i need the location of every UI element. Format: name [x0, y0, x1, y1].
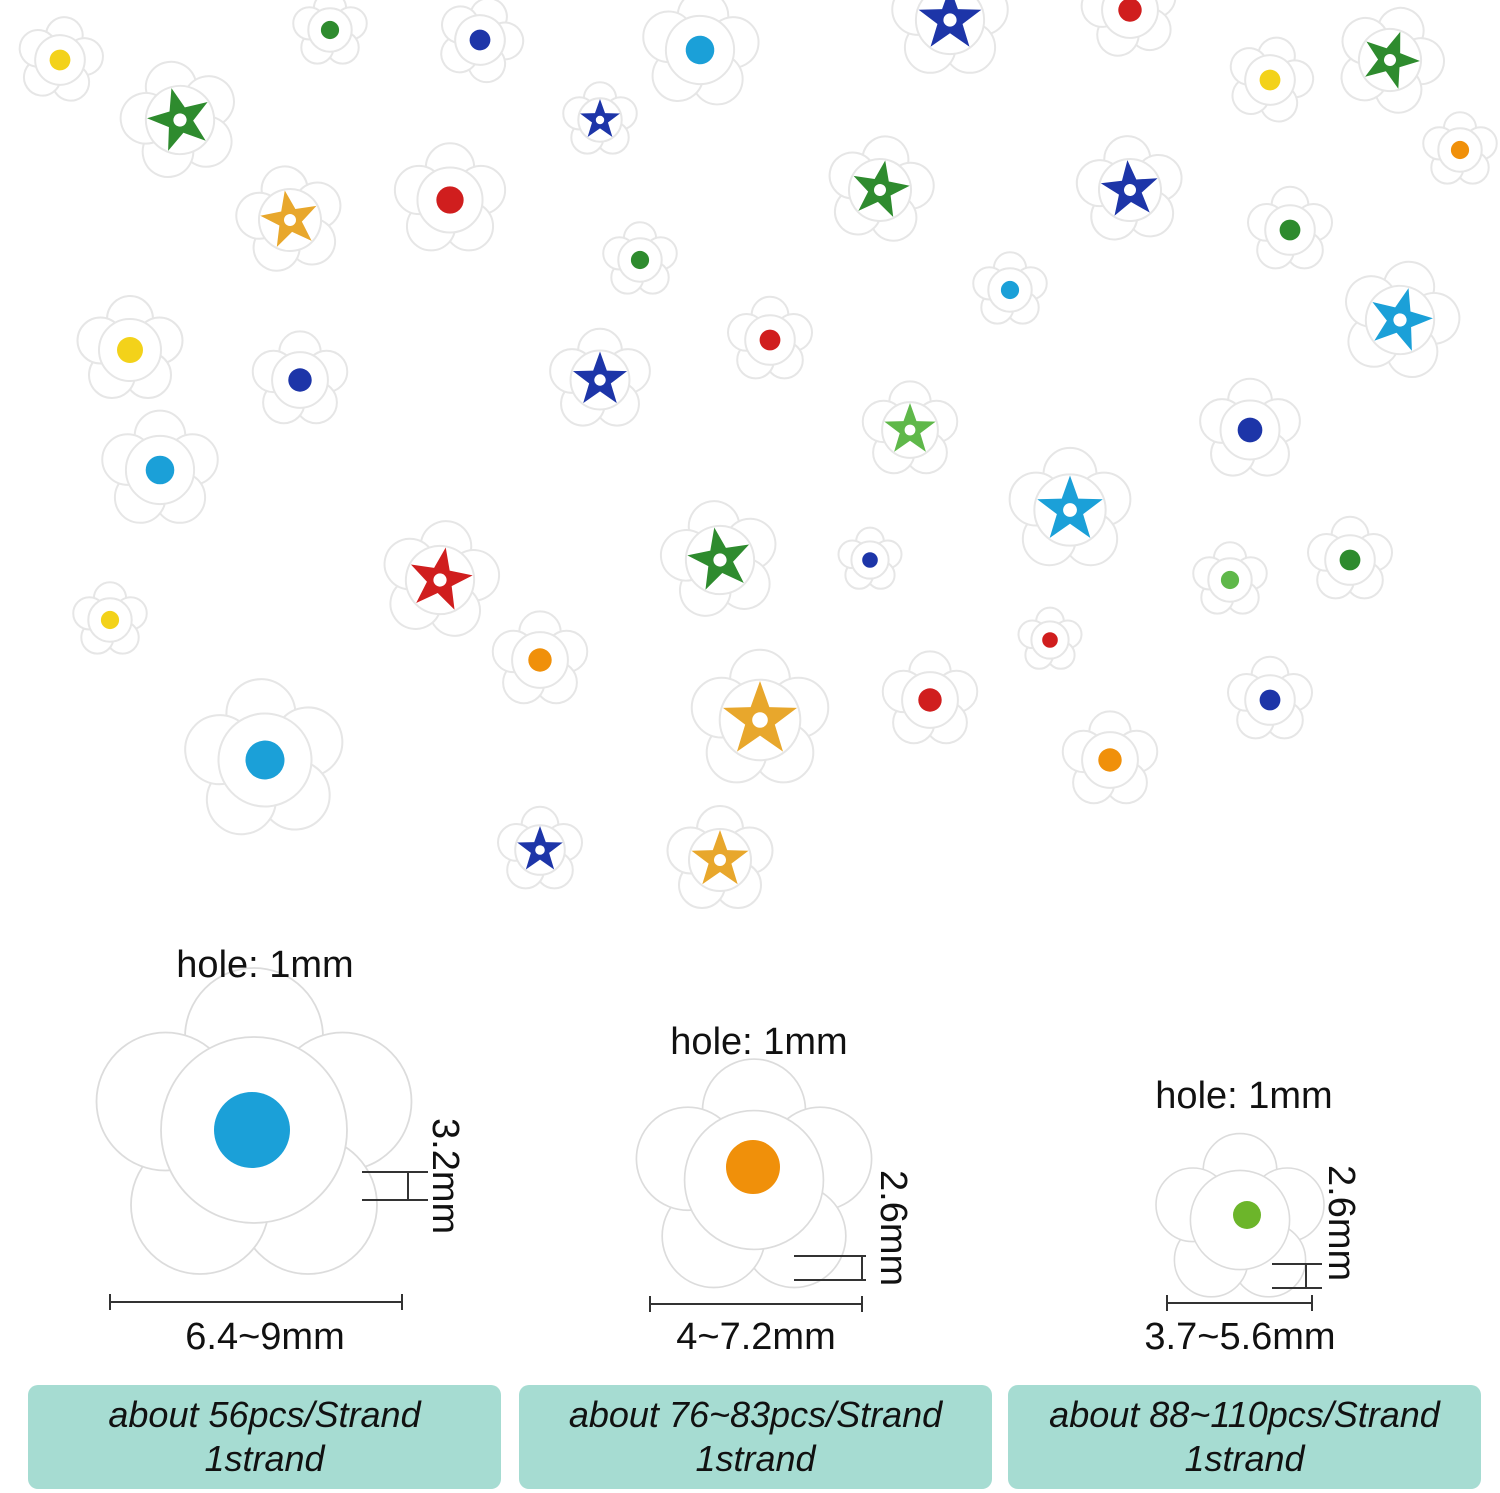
bead-5 [638, 0, 763, 108]
bead-32 [839, 528, 902, 589]
bead-11 [229, 158, 350, 277]
bead-34 [179, 672, 349, 838]
hole-label-1: hole: 1mm [176, 944, 354, 986]
bead-38 [1063, 711, 1158, 803]
strand-count-2: 1strand [695, 1438, 816, 1479]
width-dimension-line-2 [649, 1296, 863, 1312]
hole-label-3: hole: 1mm [1155, 1075, 1333, 1117]
bead-40 [498, 807, 582, 889]
bead-center-small [1233, 1201, 1261, 1229]
bead-10 [1423, 112, 1497, 183]
bead-30 [1308, 517, 1392, 599]
bead-27 [374, 511, 507, 642]
bead-25 [1200, 379, 1300, 476]
quantity-panel-3: about 88~110pcs/Strand 1strand [1008, 1385, 1481, 1489]
bead-6 [892, 0, 1008, 73]
bead-4 [427, 0, 534, 90]
thickness-label-2: 2.6mm [872, 1170, 914, 1287]
bead-2 [109, 48, 250, 186]
bead-17 [1248, 187, 1332, 269]
bead-12 [395, 143, 505, 250]
quantity-per-strand-3: about 88~110pcs/Strand [1049, 1394, 1440, 1435]
quantity-per-strand-1: about 56pcs/Strand [108, 1394, 421, 1435]
thickness-label-3: 2.6mm [1320, 1165, 1362, 1282]
bead-14 [603, 222, 677, 293]
bead-13 [563, 82, 637, 153]
width-label-3: 3.7~5.6mm [1144, 1316, 1336, 1358]
bead-pile-photo [0, 0, 1500, 950]
bead-29 [1010, 448, 1131, 565]
width-dimension-line-1 [109, 1294, 403, 1310]
quantity-panel-1: about 56pcs/Strand 1strand [28, 1385, 501, 1489]
bead-41 [668, 806, 773, 908]
width-dimension-line-3 [1166, 1295, 1313, 1311]
hole-label-2: hole: 1mm [670, 1021, 848, 1063]
bead-19 [78, 296, 183, 398]
bead-37 [883, 651, 978, 743]
bead-35 [493, 611, 588, 703]
size-diagram [0, 940, 1500, 1380]
bead-center-large [214, 1092, 290, 1168]
quantity-panel-2: about 76~83pcs/Strand 1strand [519, 1385, 992, 1489]
thickness-marker-2 [794, 1255, 866, 1281]
bead-8 [1219, 27, 1321, 128]
quantity-per-strand-2: about 76~83pcs/Strand [568, 1394, 943, 1435]
width-label-2: 4~7.2mm [676, 1316, 836, 1358]
bead-39 [1228, 657, 1312, 739]
bead-33 [73, 582, 147, 653]
bead-1 [12, 10, 109, 105]
width-label-1: 6.4~9mm [185, 1316, 345, 1358]
bead-15 [820, 128, 941, 247]
strand-count-1: 1strand [204, 1438, 325, 1479]
bead-3 [293, 0, 367, 64]
thickness-label-1: 3.2mm [424, 1118, 466, 1235]
bead-18 [1331, 248, 1472, 386]
bead-center-medium [726, 1140, 780, 1194]
bead-31 [1193, 542, 1267, 613]
strand-count-3: 1strand [1184, 1438, 1305, 1479]
bead-7 [1075, 0, 1184, 61]
bead-24 [973, 252, 1047, 323]
bead-42 [1019, 608, 1082, 669]
bead-26 [102, 411, 218, 523]
bead-20 [253, 331, 348, 423]
bead-22 [728, 297, 812, 379]
bead-21 [550, 329, 650, 426]
thickness-marker-3 [1272, 1263, 1322, 1289]
bead-28 [653, 491, 786, 622]
thickness-marker-1 [362, 1171, 428, 1201]
bead-16 [1073, 132, 1186, 243]
bead-36 [692, 650, 829, 783]
bead-9 [1324, 0, 1458, 123]
bead-23 [863, 381, 958, 473]
